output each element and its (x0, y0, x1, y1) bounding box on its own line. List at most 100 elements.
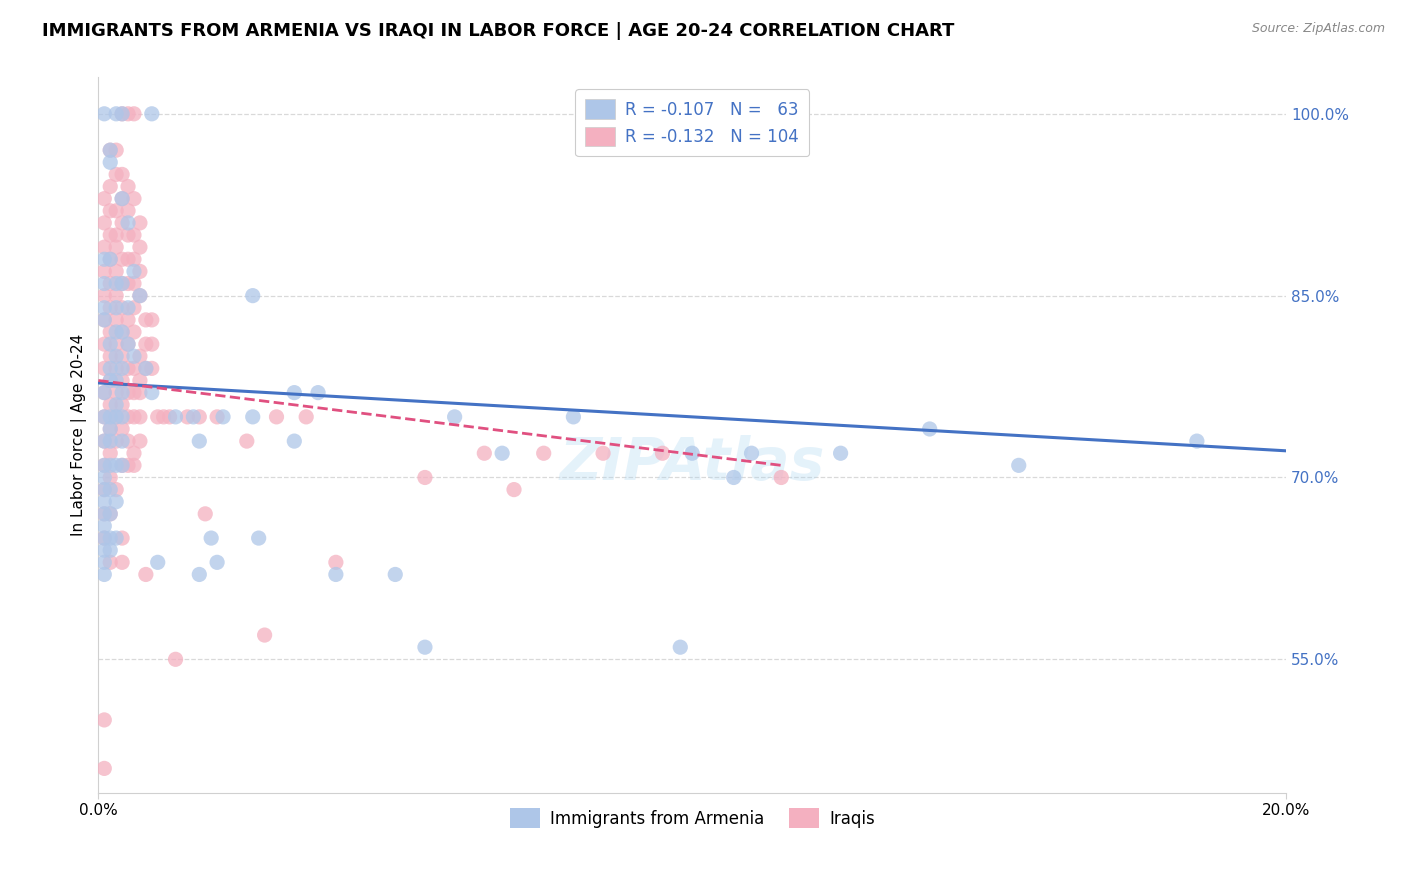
Point (105, 494, 128, 508)
Point (98, 555, 121, 569)
Point (152, 409, 174, 424)
Point (533, 446, 555, 460)
Point (111, 325, 134, 339)
Point (93, 337, 115, 351)
Point (93, 519, 115, 533)
Point (472, 446, 495, 460)
Point (105, 483, 128, 497)
Point (93, 458, 115, 473)
Point (194, 507, 217, 521)
Point (129, 434, 152, 449)
Point (295, 409, 318, 424)
Y-axis label: In Labor Force | Age 20-24: In Labor Force | Age 20-24 (72, 334, 87, 536)
Point (200, 531, 222, 545)
Point (111, 398, 134, 412)
Point (283, 434, 305, 449)
Text: IMMIGRANTS FROM ARMENIA VS IRAQI IN LABOR FORCE | AGE 20-24 CORRELATION CHART: IMMIGRANTS FROM ARMENIA VS IRAQI IN LABO… (42, 22, 955, 40)
Point (159, 409, 181, 424)
Point (117, 107, 139, 121)
Point (105, 240, 128, 254)
Point (93, 470, 115, 484)
Point (830, 446, 852, 460)
Point (212, 409, 235, 424)
Point (111, 458, 134, 473)
Point (98, 483, 121, 497)
Point (98, 349, 121, 363)
Point (93, 434, 115, 449)
Point (111, 385, 134, 400)
Point (111, 168, 134, 182)
Point (122, 252, 145, 267)
Point (117, 227, 139, 242)
Point (111, 192, 134, 206)
Point (98, 398, 121, 412)
Point (141, 313, 163, 327)
Point (111, 277, 134, 291)
Point (129, 349, 152, 363)
Point (122, 301, 145, 315)
Point (205, 555, 228, 569)
Point (105, 168, 128, 182)
Point (93, 543, 115, 558)
Point (105, 458, 128, 473)
Point (129, 374, 152, 388)
Point (562, 409, 585, 424)
Text: ZIPAtlas: ZIPAtlas (560, 435, 825, 492)
Point (98, 422, 121, 436)
Point (117, 277, 139, 291)
Point (93, 434, 115, 449)
Point (98, 446, 121, 460)
Point (98, 458, 121, 473)
Point (117, 313, 139, 327)
Point (111, 216, 134, 230)
Point (122, 325, 145, 339)
Point (105, 434, 128, 449)
Point (135, 361, 157, 376)
Point (111, 325, 134, 339)
Point (205, 409, 228, 424)
Point (93, 531, 115, 545)
Point (93, 313, 115, 327)
Point (93, 483, 115, 497)
Point (111, 361, 134, 376)
Point (93, 567, 115, 582)
Point (503, 483, 526, 497)
Point (122, 458, 145, 473)
Point (117, 179, 139, 194)
Point (165, 409, 187, 424)
Point (105, 409, 128, 424)
Point (129, 264, 152, 278)
Point (105, 277, 128, 291)
Point (135, 567, 157, 582)
Point (93, 288, 115, 302)
Point (98, 203, 121, 218)
Point (146, 409, 169, 424)
Point (105, 288, 128, 302)
Point (122, 349, 145, 363)
Point (770, 470, 793, 484)
Point (592, 446, 614, 460)
Point (129, 240, 152, 254)
Point (98, 227, 121, 242)
Point (93, 264, 115, 278)
Point (723, 470, 745, 484)
Point (247, 531, 270, 545)
Point (117, 337, 139, 351)
Point (98, 325, 121, 339)
Point (117, 361, 139, 376)
Point (105, 398, 128, 412)
Point (93, 107, 115, 121)
Point (111, 458, 134, 473)
Point (105, 313, 128, 327)
Point (98, 277, 121, 291)
Point (98, 143, 121, 157)
Point (122, 409, 145, 424)
Point (146, 555, 169, 569)
Point (105, 349, 128, 363)
Point (93, 713, 115, 727)
Point (111, 192, 134, 206)
Point (98, 252, 121, 267)
Point (93, 277, 115, 291)
Point (105, 385, 128, 400)
Point (93, 507, 115, 521)
